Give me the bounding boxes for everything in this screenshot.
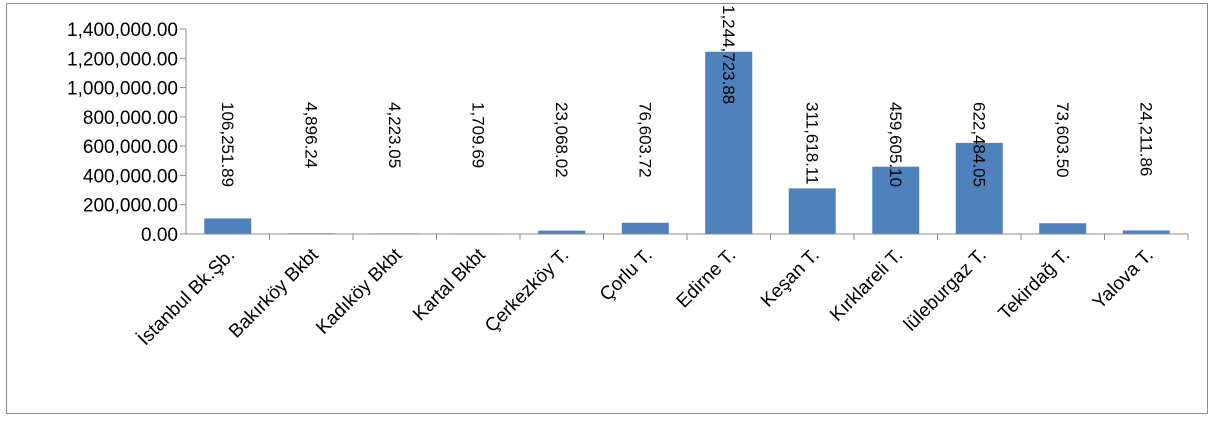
data-label: 459,605.10 (886, 102, 905, 187)
y-tick-label: 0.00 (141, 225, 178, 246)
bar (872, 166, 920, 234)
data-labels: 106,251.89 4,896.24 4,223.05 1,709.69 23,068… (218, 5, 1156, 187)
y-tick-label: 1,200,000.00 (67, 49, 178, 70)
x-tick-label: Keşan T. (757, 245, 824, 312)
x-tick-label: Çerkezköy T. (481, 245, 573, 337)
data-label: 622,484.05 (969, 102, 988, 187)
y-tick-label: 600,000.00 (83, 137, 178, 158)
y-tick-label: 1,000,000.00 (67, 79, 178, 100)
x-tick-label: İstanbul Bk.Şb. (134, 245, 239, 350)
x-tick-label: Yalova T. (1089, 245, 1158, 314)
x-tick-label: Bakırköy Bkbt (225, 244, 323, 342)
bar (538, 230, 586, 234)
data-label: 4,896.24 (301, 102, 320, 168)
bar (1122, 230, 1170, 234)
x-tick-label: Edirne T. (673, 245, 741, 313)
bar (621, 222, 669, 234)
y-axis: 0.00 200,000.00 400,000.00 600,000.00 800,00… (67, 20, 187, 246)
y-tick-label: 1,400,000.00 (67, 20, 178, 41)
data-label: 76,603.72 (635, 102, 654, 178)
bars (204, 51, 1170, 235)
data-label: 73,603.50 (1053, 102, 1072, 178)
bar (705, 51, 753, 234)
data-label: 23,068.02 (552, 102, 571, 178)
bar (1039, 223, 1087, 234)
x-tick-label: Kartal Bkbt (409, 244, 490, 325)
data-label: 4,223.05 (385, 102, 404, 168)
data-label: 311,618.11 (802, 102, 821, 185)
x-tick-label: Çorlu T. (596, 245, 657, 306)
y-tick-label: 400,000.00 (83, 166, 178, 187)
data-label: 24,211.86 (1136, 102, 1155, 176)
x-tick-label: lüleburgaz T. (900, 245, 991, 336)
chart-area (6, 3, 1208, 414)
bar (204, 218, 252, 234)
data-label: 1,244,723.88 (719, 5, 738, 104)
data-label: 1,709.69 (468, 102, 487, 168)
bar (788, 188, 836, 234)
x-tick-label: Kırklareli T. (826, 245, 907, 326)
y-tick-label: 200,000.00 (83, 196, 178, 217)
x-tick-label: Tekirdağ T. (995, 245, 1075, 325)
x-tick-label: Kadıköy Bkbt (312, 244, 407, 339)
bar (955, 142, 1003, 234)
y-tick-label: 800,000.00 (83, 108, 178, 129)
data-label: 106,251.89 (218, 102, 237, 187)
